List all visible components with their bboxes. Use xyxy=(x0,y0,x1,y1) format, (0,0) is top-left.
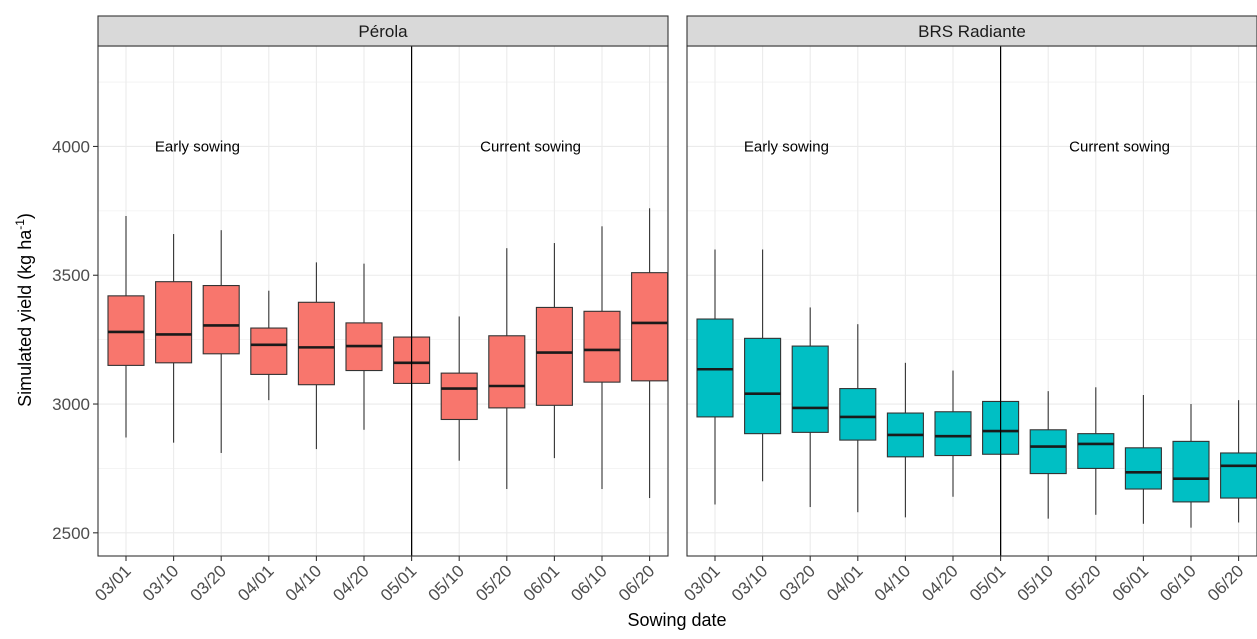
y-axis-title-superscript: -1 xyxy=(13,219,27,230)
x-tick-label: 03/10 xyxy=(728,561,772,605)
x-tick-label: 05/01 xyxy=(377,561,421,605)
box-iqr xyxy=(744,337,782,435)
y-axis-title-close: ) xyxy=(15,213,35,219)
box-06-10 xyxy=(1172,404,1210,528)
box-06-20 xyxy=(631,208,669,499)
box-04-01 xyxy=(839,324,877,513)
x-tick-label: 03/20 xyxy=(187,561,231,605)
box-05-20 xyxy=(1077,387,1115,515)
box-iqr xyxy=(440,372,478,421)
x-tick-label: 03/10 xyxy=(139,561,183,605)
x-tick-label: 06/01 xyxy=(1109,561,1153,605)
box-04-20 xyxy=(345,263,383,430)
box-04-10 xyxy=(886,362,924,518)
current-sowing-label: Current sowing xyxy=(480,138,581,155)
x-tick-label: 05/20 xyxy=(1061,561,1105,605)
box-iqr xyxy=(250,327,288,375)
box-iqr xyxy=(297,301,335,386)
box-06-10 xyxy=(583,226,621,490)
box-06-01 xyxy=(1124,395,1162,524)
box-iqr xyxy=(791,345,829,433)
panel-2: Early sowing Current sowing BRS Radiante 03… xyxy=(680,15,1257,605)
x-tick-label: 04/01 xyxy=(234,561,278,605)
x-tick-label: 06/20 xyxy=(1204,561,1248,605)
box-iqr xyxy=(631,272,669,382)
box-03-20 xyxy=(202,230,240,453)
box-iqr xyxy=(1029,429,1067,475)
x-tick-label: 05/20 xyxy=(472,561,516,605)
x-tick-label: 04/20 xyxy=(329,561,373,605)
y-axis: 2500 3000 3500 4000 xyxy=(52,137,98,543)
box-04-10 xyxy=(297,262,335,450)
panel-background xyxy=(98,46,668,556)
box-iqr xyxy=(488,335,526,409)
box-05-10 xyxy=(1029,391,1067,519)
x-tick-label: 04/10 xyxy=(282,561,326,605)
box-05-10 xyxy=(440,316,478,461)
box-03-01 xyxy=(696,249,734,505)
box-iqr xyxy=(535,306,573,406)
early-sowing-label: Early sowing xyxy=(155,138,240,155)
x-tick-label: 06/10 xyxy=(1156,561,1200,605)
box-03-20 xyxy=(791,307,829,508)
early-sowing-label: Early sowing xyxy=(744,138,829,155)
box-04-20 xyxy=(934,370,972,497)
x-tick-label: 06/10 xyxy=(567,561,611,605)
y-tick-label: 2500 xyxy=(52,524,90,543)
y-tick-label: 3000 xyxy=(52,395,90,414)
y-tick-label: 4000 xyxy=(52,137,90,156)
box-iqr xyxy=(583,310,621,383)
y-axis-title: Simulated yield (kg ha-1) xyxy=(13,213,35,407)
x-tick-label: 03/01 xyxy=(680,561,724,605)
box-iqr xyxy=(839,388,877,441)
box-06-01 xyxy=(535,243,573,459)
x-tick-label: 05/01 xyxy=(966,561,1010,605)
x-axis-title: Sowing date xyxy=(627,610,726,630)
box-iqr xyxy=(1077,433,1115,469)
facet-strip-label: BRS Radiante xyxy=(918,22,1026,41)
box-iqr xyxy=(155,281,193,364)
x-tick-label: 05/10 xyxy=(425,561,469,605)
box-iqr xyxy=(1124,447,1162,490)
x-tick-label: 03/01 xyxy=(91,561,135,605)
y-axis-title-text: Simulated yield (kg ha xyxy=(15,229,35,407)
x-tick-label: 06/20 xyxy=(615,561,659,605)
box-03-01 xyxy=(107,216,145,438)
box-06-20 xyxy=(1220,400,1257,523)
facet-strip xyxy=(686,15,1257,47)
x-tick-label: 04/20 xyxy=(918,561,962,605)
facet-strip xyxy=(97,15,669,47)
x-tick-label: 04/01 xyxy=(823,561,867,605)
x-tick-label: 04/10 xyxy=(871,561,915,605)
facet-strip-label: Pérola xyxy=(358,22,408,41)
current-sowing-label: Current sowing xyxy=(1069,138,1170,155)
box-iqr xyxy=(934,411,972,457)
box-04-01 xyxy=(250,290,288,401)
box-03-10 xyxy=(744,249,782,482)
box-iqr xyxy=(202,284,240,355)
box-05-20 xyxy=(488,248,526,490)
x-tick-label: 06/01 xyxy=(520,561,564,605)
box-03-10 xyxy=(155,234,193,443)
box-iqr xyxy=(1220,452,1257,499)
y-tick-label: 3500 xyxy=(52,266,90,285)
box-iqr xyxy=(1172,440,1210,503)
panel-background xyxy=(687,46,1257,556)
x-tick-label: 03/20 xyxy=(776,561,820,605)
x-tick-label: 05/10 xyxy=(1014,561,1058,605)
